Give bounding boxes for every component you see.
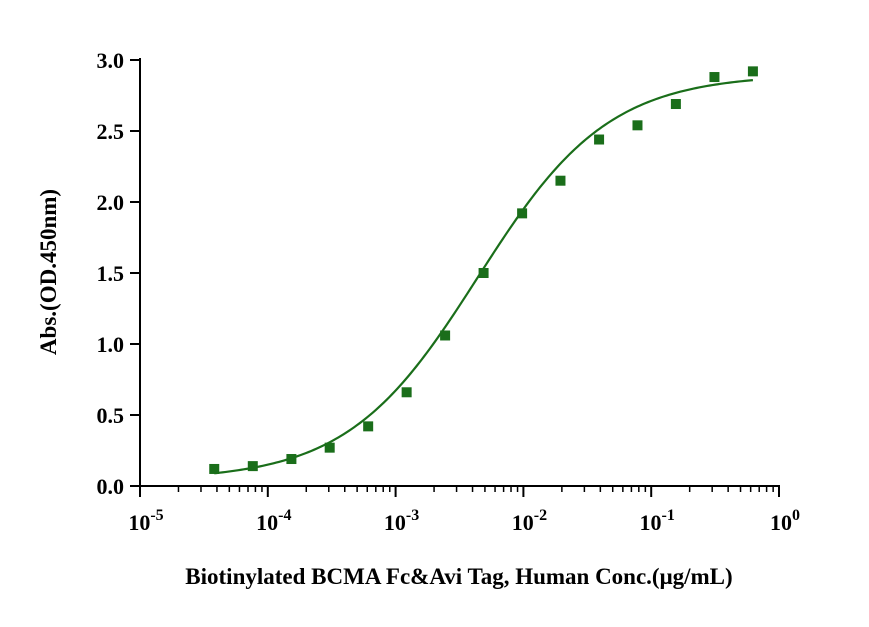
y-tick-label: 1.0: [97, 332, 125, 357]
data-point: [324, 442, 335, 453]
axes: [130, 58, 780, 497]
y-tick-label: 2.0: [97, 190, 125, 215]
y-tick-label: 3.0: [97, 48, 125, 73]
data-point: [632, 120, 643, 131]
data-point: [401, 387, 412, 398]
x-tick-base: 10: [512, 510, 534, 535]
x-tick-label: 10-5: [128, 507, 163, 535]
data-point: [747, 66, 758, 77]
x-tick-label: 10-3: [384, 507, 419, 535]
data-point: [670, 99, 681, 110]
data-point: [247, 461, 258, 472]
x-tick-exponent: -4: [278, 507, 291, 524]
x-tick-label: 100: [770, 507, 800, 535]
x-tick-label: 10-4: [256, 507, 291, 535]
data-point: [286, 454, 297, 465]
data-point: [709, 72, 720, 83]
x-axis-title: Biotinylated BCMA Fc&Avi Tag, Human Conc…: [185, 564, 732, 589]
data-points: [209, 66, 758, 474]
axis-labels: 0.00.51.01.52.02.53.010-5 10-4 10-3 10-2 10-…: [97, 48, 801, 535]
x-tick-base: 10: [384, 510, 406, 535]
x-tick-exponent: -1: [662, 507, 675, 524]
y-axis-title: Abs.(OD.450nm): [36, 189, 61, 355]
data-point: [478, 268, 489, 278]
x-tick-exponent: -3: [406, 507, 419, 524]
x-tick-label: 10-2: [512, 507, 547, 535]
data-point: [440, 330, 451, 341]
data-point: [517, 208, 528, 219]
data-point: [594, 134, 605, 145]
y-tick-label: 0.5: [97, 403, 125, 428]
x-tick-base: 10: [256, 510, 278, 535]
x-tick-base: 10: [640, 510, 662, 535]
data-point: [209, 463, 220, 474]
y-tick-label: 2.5: [97, 119, 125, 144]
x-tick-base: 10: [128, 510, 150, 535]
data-point: [555, 175, 566, 186]
y-tick-label: 0.0: [97, 474, 125, 499]
x-tick-base: 10: [770, 510, 792, 535]
x-tick-exponent: -2: [534, 507, 547, 524]
x-tick-exponent: 0: [792, 507, 800, 524]
x-tick-label: 10-1: [640, 507, 675, 535]
data-point: [363, 421, 374, 432]
x-tick-exponent: -5: [150, 507, 163, 524]
y-tick-label: 1.5: [97, 261, 125, 286]
